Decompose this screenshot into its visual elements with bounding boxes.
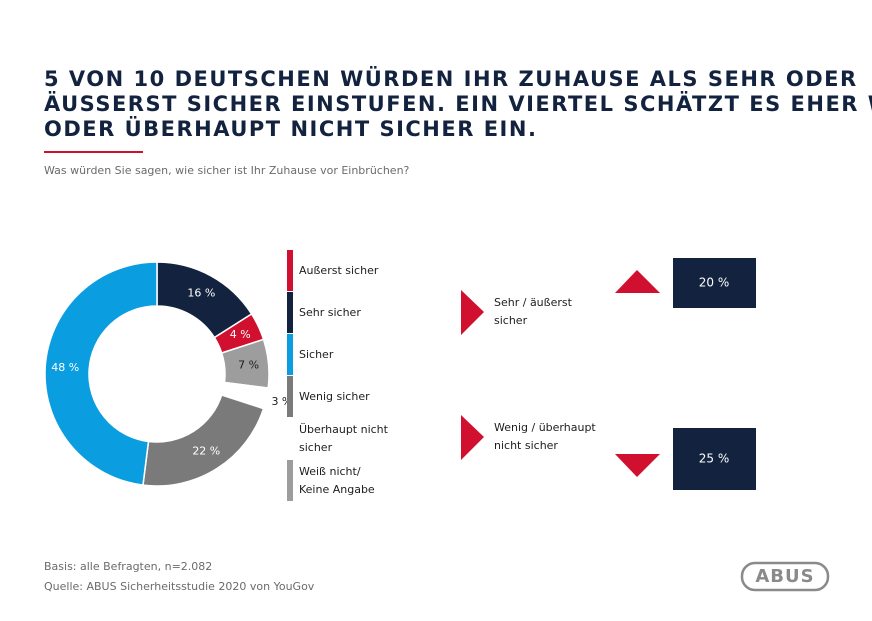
value-label: 48 % (51, 361, 79, 374)
donut-segment (44, 261, 158, 486)
legend-label: Sicher (299, 348, 334, 361)
title-line: 5 VON 10 DEUTSCHEN WÜRDEN IHR ZUHAUSE AL… (44, 66, 858, 91)
legend-swatch (287, 292, 293, 333)
summary-label: nicht sicher (494, 439, 558, 452)
title-rule (44, 151, 143, 153)
note: Basis: alle Befragten, n=2.082 (44, 560, 212, 573)
title-line: ODER ÜBERHAUPT NICHT SICHER EIN. (44, 116, 537, 141)
summary-label: Wenig / überhaupt (494, 421, 596, 434)
logo-frame (740, 561, 830, 592)
legend-swatch (287, 250, 293, 291)
summary-value: 25 % (699, 452, 730, 466)
subtitle: Was würden Sie sagen, wie sicher ist Ihr… (44, 164, 410, 177)
summary-value: 20 % (699, 276, 730, 290)
donut-segment (142, 394, 265, 487)
legend-swatch (287, 376, 293, 417)
summary-box (673, 428, 756, 490)
arrow (461, 415, 484, 460)
logo: ABUS (755, 566, 814, 587)
note: Quelle: ABUS Sicherheitsstudie 2020 von … (44, 580, 315, 593)
value-label: 22 % (192, 445, 220, 458)
value-label: 16 % (187, 286, 215, 299)
value-label: 7 % (238, 358, 259, 371)
summary-box (673, 258, 756, 308)
legend-swatch (287, 334, 293, 375)
legend-swatch (287, 460, 293, 501)
trend-down (615, 454, 660, 477)
trend-up (615, 270, 660, 293)
value-label: 4 % (230, 328, 251, 341)
legend-label: Weiß nicht/ (299, 465, 361, 478)
summary-label: sicher (494, 314, 528, 327)
legend-label: Keine Angabe (299, 483, 375, 496)
legend-label: Wenig sicher (299, 390, 370, 403)
legend-label: sicher (299, 441, 333, 454)
legend-label: Sehr sicher (299, 306, 361, 319)
arrow (461, 290, 484, 335)
legend-swatch (287, 418, 293, 459)
legend-label: Außerst sicher (299, 264, 379, 277)
legend-label: Überhaupt nicht (299, 423, 389, 436)
title-line: ÄUSSERST SICHER EINSTUFEN. EIN VIERTEL S… (44, 91, 872, 116)
summary-label: Sehr / äußerst (494, 296, 573, 309)
